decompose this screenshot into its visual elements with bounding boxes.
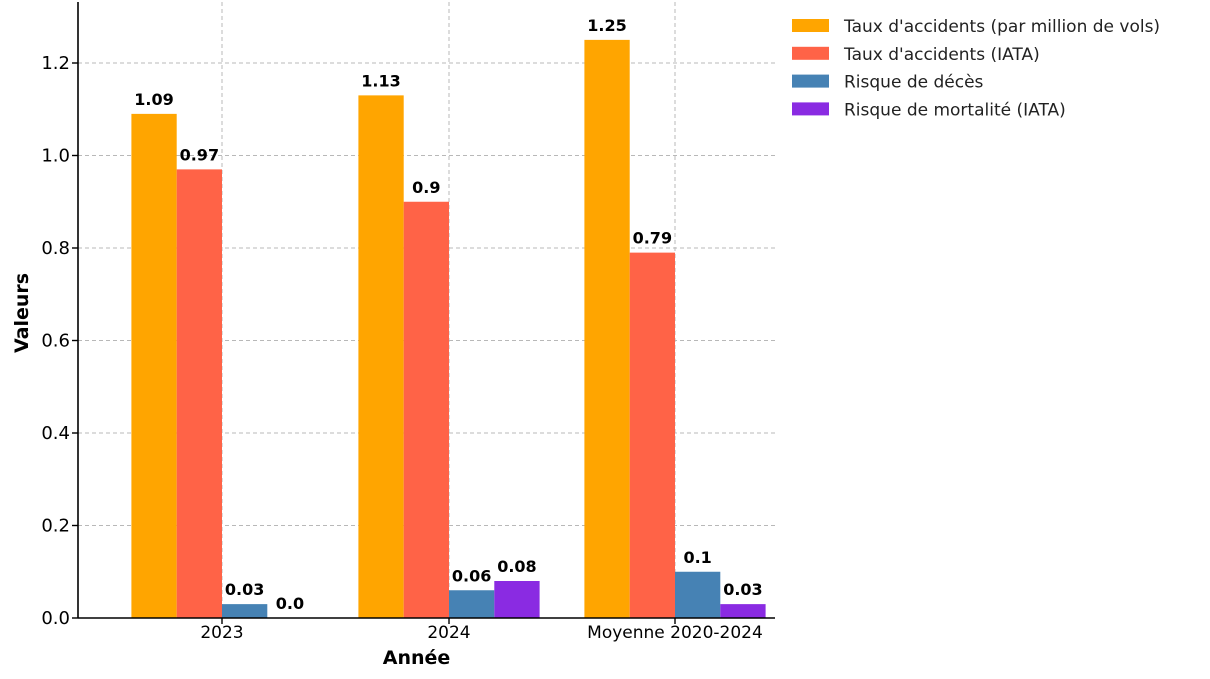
bar-value-label: 0.03 — [723, 580, 762, 599]
legend-label: Taux d'accidents (IATA) — [843, 45, 1040, 65]
bar — [131, 113, 177, 618]
x-ticks: 2023 2024 Moyenne 2020-2024 — [200, 618, 763, 643]
bar-value-label: 0.03 — [225, 580, 264, 599]
y-tick-label: 1.2 — [41, 53, 70, 74]
bar-value-label: 0.9 — [412, 178, 440, 197]
x-tick-label: Moyenne 2020-2024 — [587, 623, 763, 643]
bar — [222, 604, 268, 618]
bar-value-label: 0.06 — [452, 566, 491, 585]
x-axis-title: Année — [383, 647, 451, 669]
bar — [494, 581, 540, 618]
y-tick-label: 0.4 — [41, 423, 70, 444]
bar — [629, 252, 675, 618]
bar-value-label: 0.08 — [497, 557, 536, 576]
legend-swatch — [792, 74, 829, 88]
bars — [131, 39, 766, 618]
bar — [584, 39, 630, 618]
bar-value-label: 1.09 — [134, 90, 173, 109]
bar-value-label: 0.79 — [633, 229, 672, 248]
value-labels: 1.09 1.13 1.25 0.97 0.9 0.79 0.03 0.06 0.1 0.0 0.0… — [134, 16, 762, 613]
y-tick-label: 0.6 — [41, 331, 70, 352]
bar — [403, 201, 449, 618]
bar-value-label: 0.97 — [180, 145, 219, 164]
legend: Taux d'accidents (par million de vols) Ta… — [792, 17, 1160, 120]
bar-value-label: 0.1 — [683, 548, 711, 567]
legend-label: Risque de mortalité (IATA) — [844, 100, 1066, 120]
y-tick-label: 0.0 — [41, 608, 70, 629]
bar — [449, 590, 495, 618]
bar — [176, 169, 222, 618]
bar-value-label: 1.13 — [361, 71, 400, 90]
bar — [675, 571, 721, 618]
bar-value-label: 0.0 — [276, 594, 304, 613]
x-tick-label: 2024 — [427, 623, 470, 643]
legend-label: Risque de décès — [844, 73, 984, 93]
legend-label: Taux d'accidents (par million de vols) — [843, 17, 1160, 37]
legend-swatch — [792, 46, 829, 60]
y-axis-title: Valeurs — [11, 273, 33, 353]
bar-value-label: 1.25 — [587, 16, 626, 35]
legend-swatch — [792, 102, 829, 116]
y-tick-label: 0.2 — [41, 516, 70, 537]
y-tick-label: 1.0 — [41, 146, 70, 167]
bar — [720, 604, 766, 618]
y-tick-label: 0.8 — [41, 238, 70, 259]
x-tick-label: 2023 — [200, 623, 243, 643]
axes — [77, 2, 775, 619]
bar — [358, 95, 404, 618]
legend-swatch — [792, 19, 829, 32]
y-ticks: 0.0 0.2 0.4 0.6 0.8 1.0 1.2 — [41, 53, 78, 629]
